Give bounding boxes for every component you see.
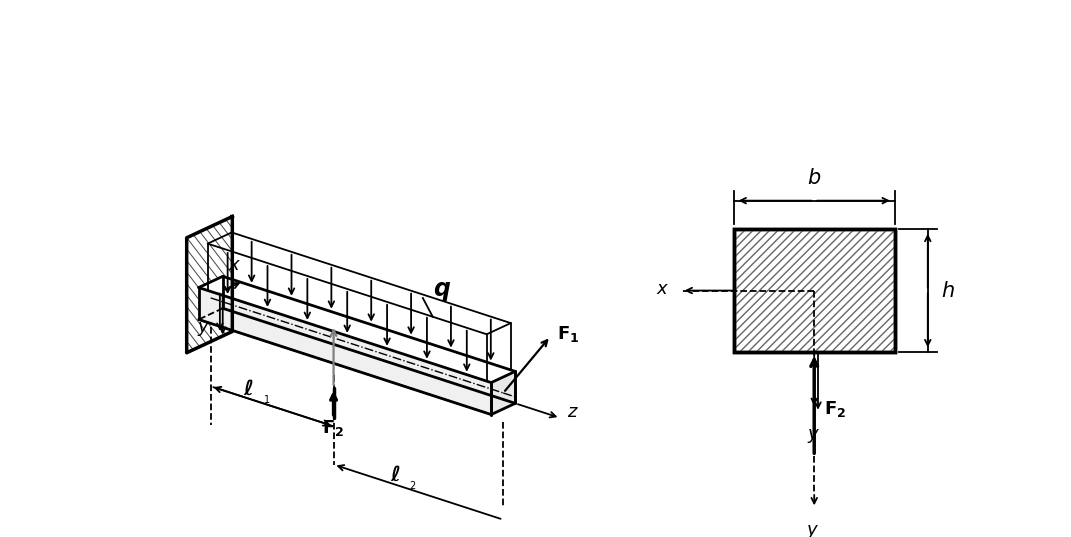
Polygon shape [223, 277, 515, 403]
Text: ℓ: ℓ [390, 465, 399, 485]
Bar [734, 229, 894, 352]
Text: h: h [941, 280, 954, 301]
Text: q: q [434, 277, 450, 301]
Text: $\mathbf{F_1}$: $\mathbf{F_1}$ [557, 324, 579, 344]
Text: $\mathbf{F_2}$: $\mathbf{F_2}$ [322, 418, 345, 438]
Text: $_2$: $_2$ [409, 478, 417, 492]
Polygon shape [492, 372, 515, 415]
Text: y: y [197, 318, 208, 336]
Polygon shape [199, 287, 492, 415]
Text: y: y [806, 521, 817, 537]
Text: y: y [808, 425, 817, 443]
Text: ℓ: ℓ [244, 379, 254, 400]
Text: x: x [229, 256, 240, 274]
Text: $\mathbf{F_2}$: $\mathbf{F_2}$ [824, 400, 846, 419]
Text: b: b [808, 168, 820, 188]
Bar [734, 229, 894, 352]
Polygon shape [186, 216, 232, 353]
Bar [734, 229, 894, 352]
Text: z: z [567, 403, 576, 421]
Text: $_1$: $_1$ [262, 393, 270, 407]
Text: x: x [657, 280, 667, 297]
Polygon shape [199, 277, 515, 382]
